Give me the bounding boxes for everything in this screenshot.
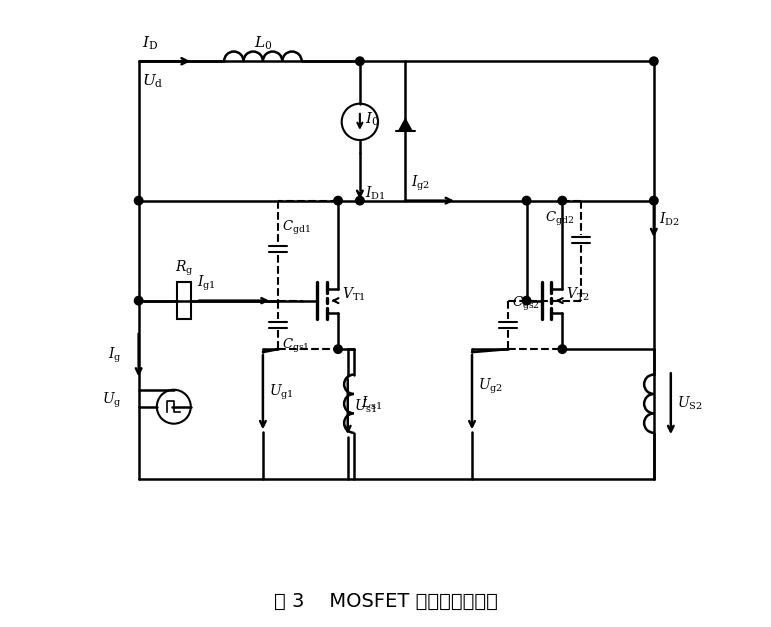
Bar [177,283,190,319]
Text: $I_{\rm D1}$: $I_{\rm D1}$ [365,185,385,202]
Text: $L_0$: $L_0$ [254,34,272,52]
Text: $I_0$: $I_0$ [365,110,379,127]
Text: 图 3    MOSFET 的并联应用电路: 图 3 MOSFET 的并联应用电路 [274,593,497,611]
Text: $U_{\rm g2}$: $U_{\rm g2}$ [478,376,503,396]
Text: $V_{\rm T2}$: $V_{\rm T2}$ [566,286,590,303]
Text: $R_{\rm g}$: $R_{\rm g}$ [175,258,194,278]
Text: $U_{\rm S2}$: $U_{\rm S2}$ [677,395,702,413]
Circle shape [334,345,342,354]
Text: $I_{\rm g2}$: $I_{\rm g2}$ [412,174,430,193]
Circle shape [522,297,530,305]
Text: $C_{\rm gd2}$: $C_{\rm gd2}$ [545,210,574,228]
Text: $U_{\rm g1}$: $U_{\rm g1}$ [269,382,294,402]
Circle shape [650,57,658,65]
Text: $U_{\rm g}$: $U_{\rm g}$ [102,391,122,410]
Text: $I_{\rm D2}$: $I_{\rm D2}$ [658,210,679,228]
Text: $L_{\rm s1}$: $L_{\rm s1}$ [361,395,382,413]
Text: $V_{\rm T1}$: $V_{\rm T1}$ [342,286,365,303]
Text: $I_{\rm D}$: $I_{\rm D}$ [142,34,158,52]
Circle shape [355,196,364,205]
Circle shape [522,196,530,205]
Circle shape [355,57,364,65]
Text: $I_{\rm g1}$: $I_{\rm g1}$ [197,274,216,293]
Text: $C_{\rm gd1}$: $C_{\rm gd1}$ [281,219,311,237]
Polygon shape [399,119,412,131]
Circle shape [134,196,143,205]
Text: $U_{\rm d}$: $U_{\rm d}$ [142,72,163,90]
Text: $C_{\rm gs2}$: $C_{\rm gs2}$ [512,295,540,313]
Circle shape [558,345,567,354]
Text: $U_{\rm s1}$: $U_{\rm s1}$ [354,398,377,416]
Text: $I_{\rm g}$: $I_{\rm g}$ [108,345,122,365]
Text: $C_{\rm gs1}$: $C_{\rm gs1}$ [281,337,309,355]
Circle shape [558,196,567,205]
Circle shape [650,196,658,205]
Circle shape [334,196,342,205]
Circle shape [134,297,143,305]
